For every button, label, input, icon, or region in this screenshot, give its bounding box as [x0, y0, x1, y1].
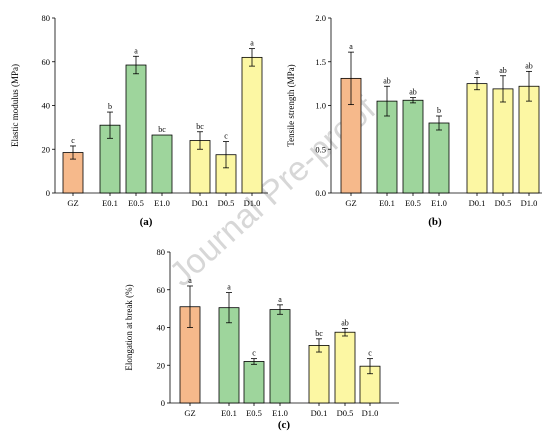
x-tick-label-b-gz: GZ [345, 198, 356, 208]
y-tick-label-b-1-5: 1.5 [315, 57, 326, 67]
chart-panel-c: 0 20 40 60 80 Elongation at break (%) a GZ a E0.1… [124, 247, 399, 431]
y-tick-label-a-40: 40 [42, 101, 51, 111]
x-tick-label-c-d0-5: D0.5 [337, 408, 354, 418]
significance-letter-c-d1-0: c [368, 349, 372, 358]
bar-b-e0-5 [402, 99, 424, 194]
significance-letter-b-gz: a [349, 42, 353, 51]
chart-panel-a: 0 20 40 60 80 Elastic modulus (MPa) c GZ b E0.1 a E… [10, 13, 268, 228]
significance-letter-c-e0-5: c [252, 349, 256, 358]
significance-letter-a-d0-1: bc [196, 122, 204, 131]
bar-b-e1-0 [428, 122, 450, 194]
y-tick-label-c-80: 80 [157, 247, 166, 257]
x-tick-label-a-d1-0: D1.0 [244, 198, 261, 208]
y-tick-label-b-0-5: 0.5 [315, 144, 326, 154]
panel-label-b: (b) [428, 216, 442, 228]
x-tick-label-c-e1-0: E1.0 [272, 408, 288, 418]
y-tick-label-a-0: 0 [46, 188, 50, 198]
significance-letter-a-e1-0: bc [158, 125, 166, 134]
bar-b-d0-5 [492, 88, 514, 194]
significance-letter-c-e1-0: a [278, 295, 282, 304]
significance-letter-b-e1-0: b [437, 106, 441, 115]
significance-letter-b-d1-0: ab [525, 61, 533, 70]
panel-label-c: (c) [278, 419, 291, 431]
bar-a-e0-5 [125, 64, 147, 194]
x-tick-label-b-d0-5: D0.5 [495, 198, 512, 208]
y-tick-label-c-0: 0 [161, 398, 165, 408]
chart-panel-b: 0.0 0.5 1.0 1.5 2.0 Tensile strength (MPa) a GZ… [286, 13, 542, 228]
x-tick-label-b-e0-5: E0.5 [405, 198, 421, 208]
y-tick-label-a-80: 80 [42, 13, 51, 23]
x-tick-label-c-d0-1: D0.1 [311, 408, 328, 418]
bar-b-d1-0 [518, 85, 540, 194]
significance-letter-c-gz: a [188, 276, 192, 285]
bar-c-d0-1 [308, 345, 330, 404]
significance-letter-a-e0-5: a [134, 46, 138, 55]
x-tick-label-c-d1-0: D1.0 [362, 408, 379, 418]
significance-letter-c-e0-1: a [227, 283, 231, 292]
x-tick-label-c-gz: GZ [184, 408, 195, 418]
x-tick-label-b-e1-0: E1.0 [431, 198, 447, 208]
x-tick-label-b-e0-1: E0.1 [379, 198, 395, 208]
y-tick-label-c-60: 60 [157, 285, 166, 295]
significance-letter-a-e0-1: b [108, 102, 112, 111]
x-tick-label-a-d0-1: D0.1 [192, 198, 209, 208]
significance-letter-a-d1-0: a [250, 39, 254, 48]
bar-a-e1-0 [151, 134, 173, 194]
significance-letter-b-e0-5: ab [409, 88, 417, 97]
y-axis-title-c: Elongation at break (%) [124, 284, 134, 370]
y-tick-label-b-0-0: 0.0 [315, 188, 326, 198]
x-tick-label-b-d1-0: D1.0 [521, 198, 538, 208]
y-tick-label-c-40: 40 [157, 323, 166, 333]
y-tick-label-c-20: 20 [157, 360, 166, 370]
significance-letter-c-d0-5: ab [341, 318, 349, 327]
y-tick-label-b-2-0: 2.0 [315, 13, 326, 23]
x-tick-label-a-e0-5: E0.5 [128, 198, 144, 208]
panel-label-a: (a) [140, 216, 153, 228]
y-axis-title-a: Elastic modulus (MPa) [10, 64, 20, 147]
significance-letter-b-d0-5: ab [499, 66, 507, 75]
y-tick-label-a-20: 20 [42, 144, 51, 154]
x-tick-label-a-d0-5: D0.5 [218, 198, 235, 208]
x-tick-label-a-e1-0: E1.0 [154, 198, 170, 208]
y-axis-title-b: Tensile strength (MPa) [286, 64, 296, 146]
y-tick-label-b-1-0: 1.0 [315, 101, 326, 111]
x-tick-label-a-e0-1: E0.1 [102, 198, 118, 208]
bar-b-d0-1 [466, 83, 488, 194]
significance-letter-a-d0-5: c [224, 132, 228, 141]
y-tick-label-a-60: 60 [42, 57, 51, 67]
significance-letter-b-e0-1: ab [383, 76, 391, 85]
x-tick-label-a-gz: GZ [67, 198, 78, 208]
bar-a-d1-0 [241, 56, 263, 194]
bar-c-d0-5 [334, 331, 356, 404]
significance-letter-c-d0-1: bc [315, 329, 323, 338]
bar-c-e1-0 [269, 309, 291, 404]
bar-c-e0-5 [243, 361, 265, 404]
x-tick-label-b-d0-1: D0.1 [469, 198, 486, 208]
x-tick-label-c-e0-5: E0.5 [246, 408, 262, 418]
significance-letter-b-d0-1: a [475, 68, 479, 77]
significance-letter-a-gz: c [71, 136, 75, 145]
x-tick-label-c-e0-1: E0.1 [221, 408, 237, 418]
